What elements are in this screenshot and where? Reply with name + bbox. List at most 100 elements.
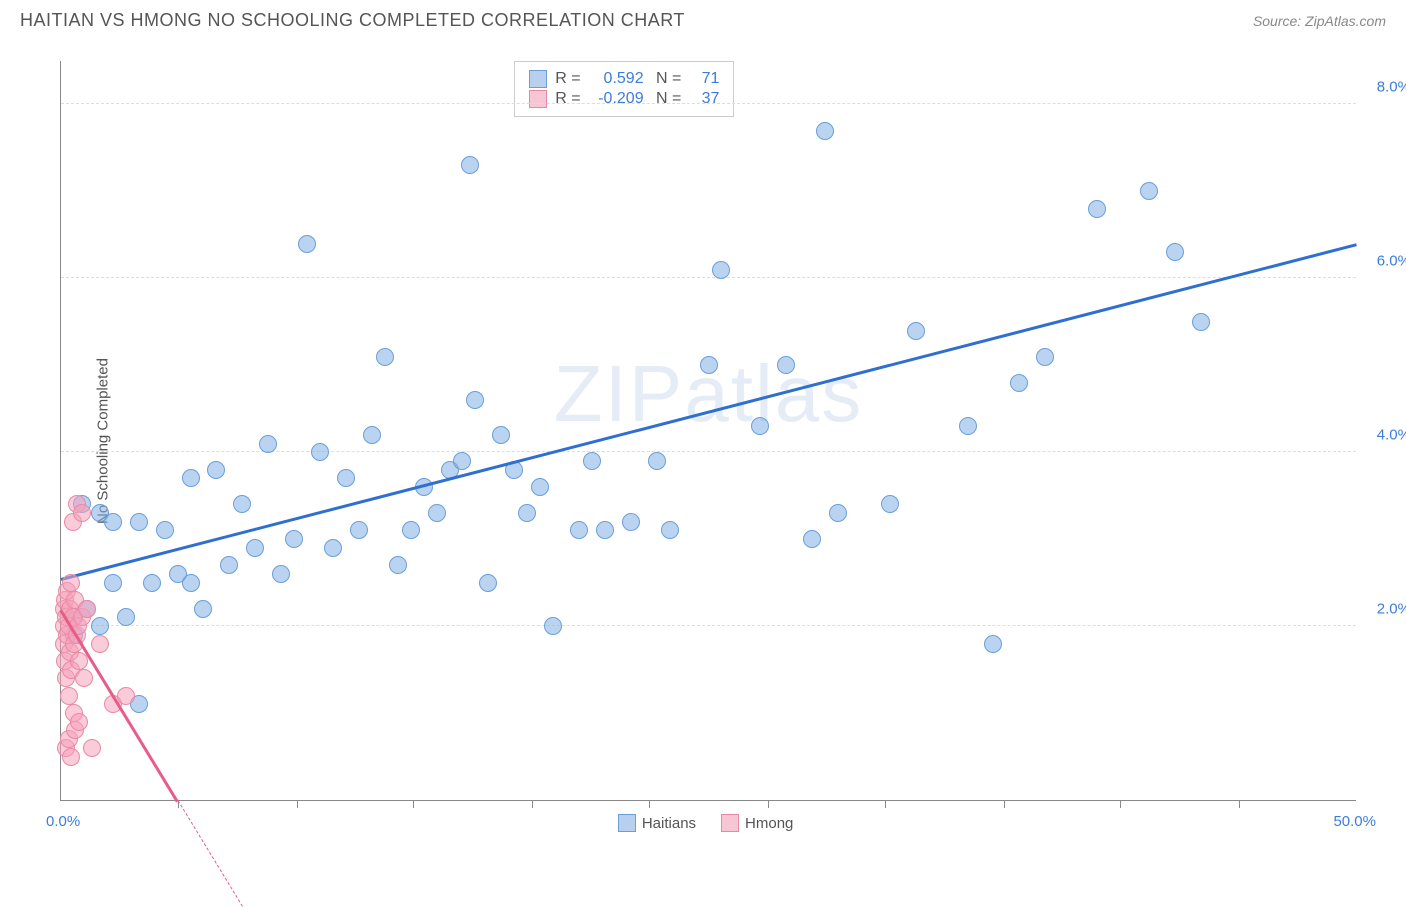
data-point: [1036, 348, 1054, 366]
data-point: [246, 539, 264, 557]
x-axis-max-label: 50.0%: [1333, 813, 1376, 830]
data-point: [60, 687, 78, 705]
gridline: [61, 277, 1356, 278]
x-tick: [649, 800, 650, 808]
data-point: [777, 356, 795, 374]
data-point: [62, 748, 80, 766]
r-value-hmong: -0.209: [589, 90, 644, 108]
data-point: [700, 356, 718, 374]
y-tick-label: 4.0%: [1377, 427, 1406, 444]
x-axis-min-label: 0.0%: [46, 813, 80, 830]
chart-title: HAITIAN VS HMONG NO SCHOOLING COMPLETED …: [20, 10, 685, 31]
stats-row-hmong: R = -0.209 N = 37: [529, 90, 719, 108]
x-tick: [885, 800, 886, 808]
stats-legend: R = 0.592 N = 71 R = -0.209 N = 37: [514, 61, 734, 117]
data-point: [272, 565, 290, 583]
data-point: [829, 504, 847, 522]
legend-item-haitians: Haitians: [618, 814, 696, 832]
swatch-hmong-icon: [529, 90, 547, 108]
data-point: [62, 574, 80, 592]
r-label: R =: [555, 90, 580, 108]
data-point: [91, 635, 109, 653]
x-tick: [1120, 800, 1121, 808]
trend-line-dash: [177, 800, 243, 907]
n-label: N =: [652, 70, 682, 88]
data-point: [70, 713, 88, 731]
x-tick: [1004, 800, 1005, 808]
swatch-haitians-icon: [529, 70, 547, 88]
chart-container: No Schooling Completed ZIPatlas 0.0% 50.…: [60, 41, 1386, 841]
r-value-haitians: 0.592: [589, 70, 644, 88]
data-point: [117, 608, 135, 626]
data-point: [324, 539, 342, 557]
n-value-haitians: 71: [689, 70, 719, 88]
legend-label-hmong: Hmong: [745, 815, 793, 832]
data-point: [661, 521, 679, 539]
data-point: [91, 617, 109, 635]
data-point: [194, 600, 212, 618]
n-value-hmong: 37: [689, 90, 719, 108]
data-point: [959, 417, 977, 435]
data-point: [156, 521, 174, 539]
data-point: [233, 495, 251, 513]
data-point: [337, 469, 355, 487]
trend-line: [61, 244, 1357, 581]
data-point: [389, 556, 407, 574]
data-point: [712, 261, 730, 279]
data-point: [816, 122, 834, 140]
data-point: [83, 739, 101, 757]
data-point: [117, 687, 135, 705]
data-point: [544, 617, 562, 635]
data-point: [570, 521, 588, 539]
data-point: [207, 461, 225, 479]
data-point: [583, 452, 601, 470]
data-point: [479, 574, 497, 592]
swatch-haitians-icon: [618, 814, 636, 832]
data-point: [1166, 243, 1184, 261]
data-point: [104, 513, 122, 531]
plot-area: ZIPatlas 0.0% 50.0% R = 0.592 N = 71 R =…: [60, 61, 1356, 801]
data-point: [466, 391, 484, 409]
data-point: [311, 443, 329, 461]
x-tick: [768, 800, 769, 808]
data-point: [1140, 182, 1158, 200]
data-point: [402, 521, 420, 539]
stats-row-haitians: R = 0.592 N = 71: [529, 70, 719, 88]
gridline: [61, 451, 1356, 452]
source-attribution: Source: ZipAtlas.com: [1253, 13, 1386, 29]
data-point: [428, 504, 446, 522]
data-point: [376, 348, 394, 366]
data-point: [78, 600, 96, 618]
x-tick: [413, 800, 414, 808]
y-tick-label: 6.0%: [1377, 253, 1406, 270]
data-point: [531, 478, 549, 496]
data-point: [596, 521, 614, 539]
x-tick: [532, 800, 533, 808]
data-point: [182, 574, 200, 592]
data-point: [984, 635, 1002, 653]
series-legend: Haitians Hmong: [618, 814, 794, 832]
data-point: [751, 417, 769, 435]
data-point: [143, 574, 161, 592]
data-point: [622, 513, 640, 531]
data-point: [453, 452, 471, 470]
data-point: [907, 322, 925, 340]
data-point: [350, 521, 368, 539]
data-point: [881, 495, 899, 513]
y-tick-label: 8.0%: [1377, 79, 1406, 96]
data-point: [1192, 313, 1210, 331]
data-point: [182, 469, 200, 487]
legend-item-hmong: Hmong: [721, 814, 793, 832]
x-tick: [1239, 800, 1240, 808]
data-point: [363, 426, 381, 444]
data-point: [75, 669, 93, 687]
data-point: [492, 426, 510, 444]
gridline: [61, 625, 1356, 626]
data-point: [803, 530, 821, 548]
data-point: [259, 435, 277, 453]
data-point: [1088, 200, 1106, 218]
legend-label-haitians: Haitians: [642, 815, 696, 832]
gridline: [61, 103, 1356, 104]
y-tick-label: 2.0%: [1377, 601, 1406, 618]
data-point: [130, 513, 148, 531]
